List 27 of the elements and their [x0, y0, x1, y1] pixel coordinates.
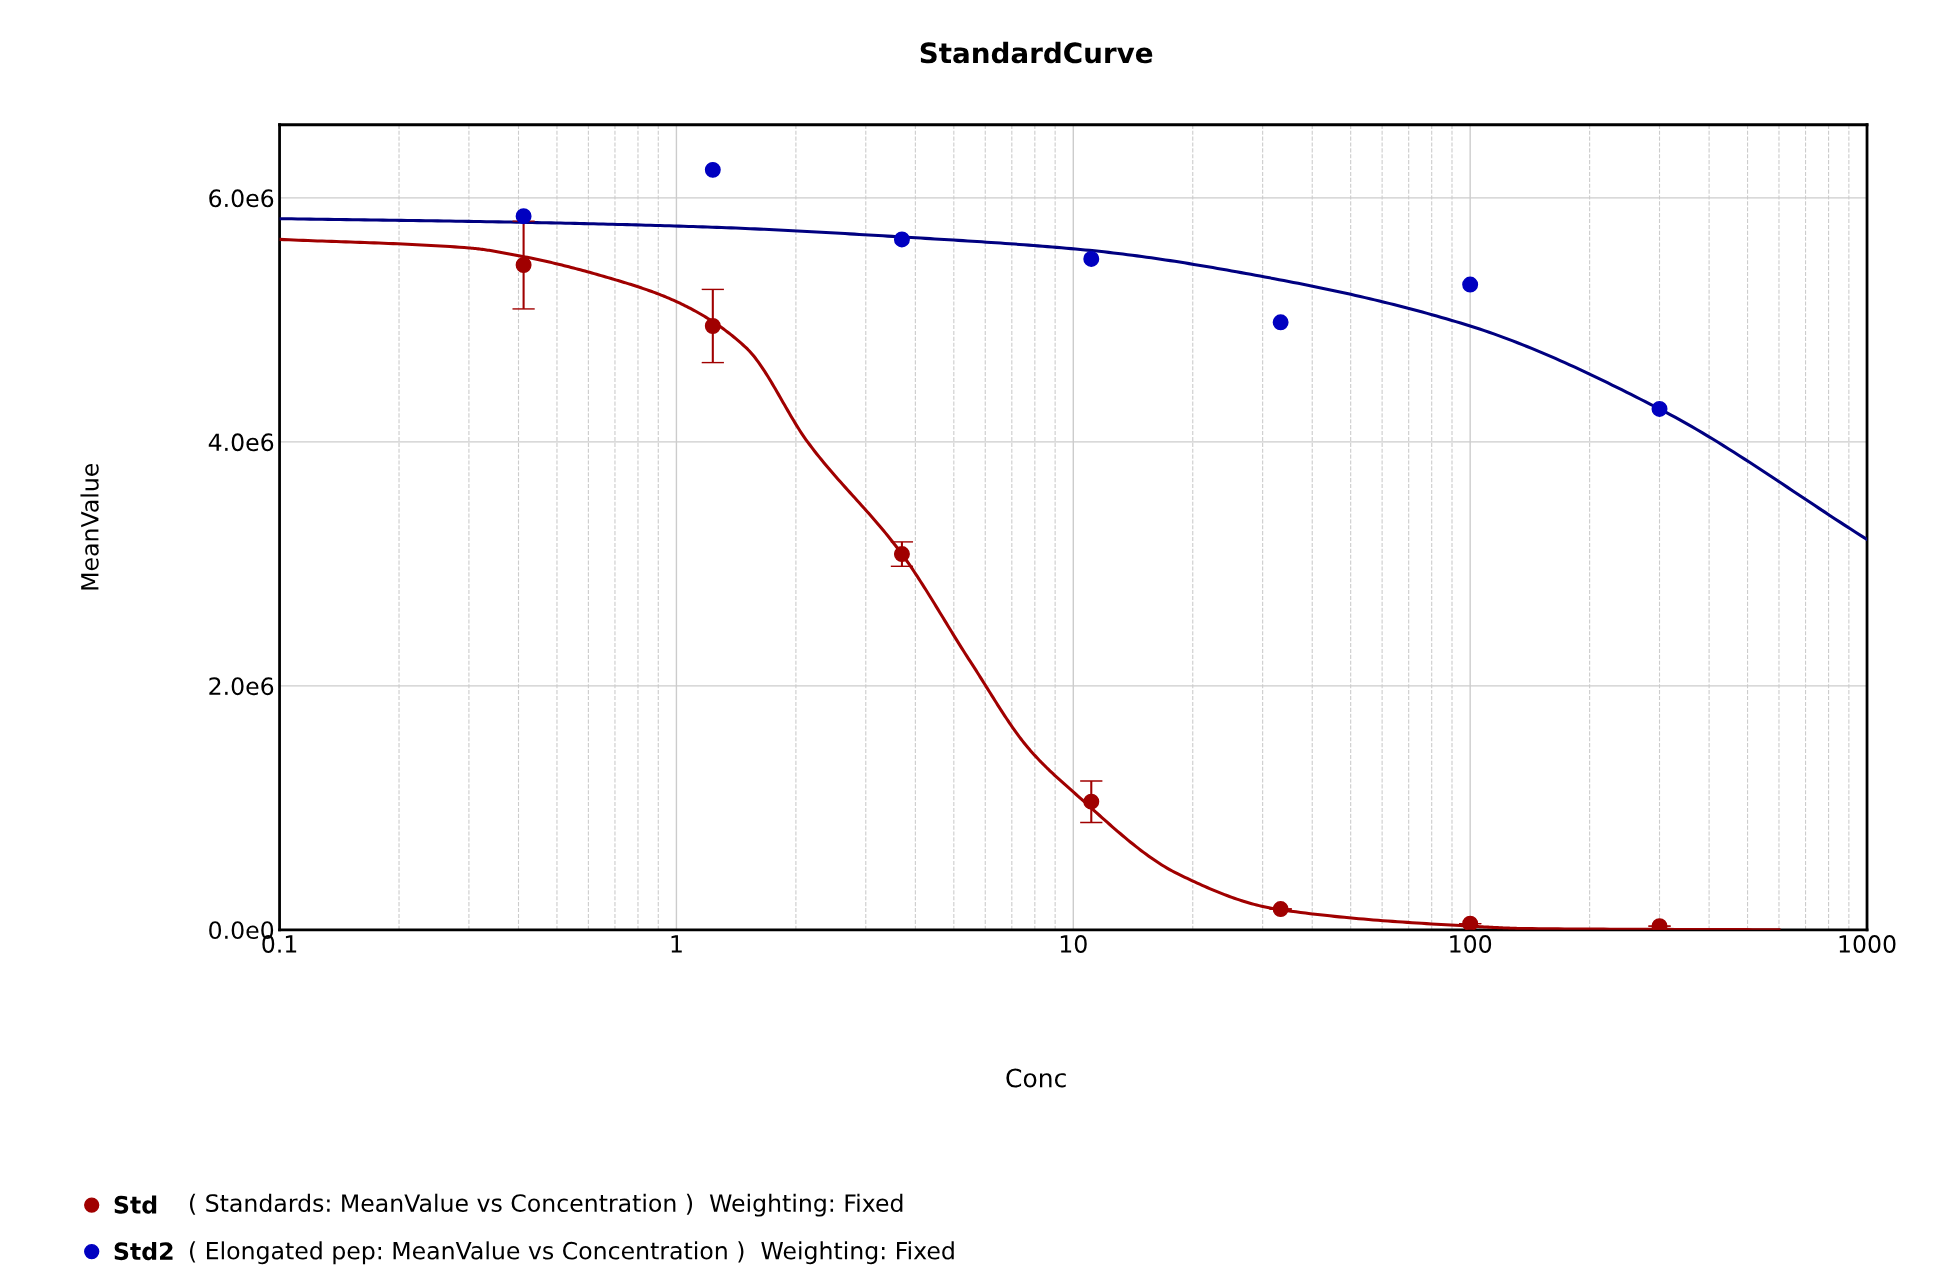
point [1462, 915, 1479, 930]
point [1272, 901, 1289, 918]
point [704, 318, 721, 334]
legend-label: Std2 [114, 1241, 173, 1261]
x-tick-label: 1000 [1839, 935, 1896, 953]
y-axis-title: MeanValue [80, 463, 99, 590]
text: ( Standards: MeanValue vs Concentration ) Weighting: Fixed [189, 1193, 903, 1217]
legend-label: Std [114, 1195, 157, 1214]
point [1272, 314, 1289, 331]
y-tick-label: 4.0e6 [208, 433, 274, 452]
x-tick-label: 10 [1060, 935, 1087, 953]
point [704, 161, 721, 178]
point [1651, 400, 1668, 417]
text: ( Elongated pep: MeanValue vs Concentration ) Weighting: Fixed [189, 1241, 954, 1265]
point [515, 208, 532, 225]
point [1462, 276, 1479, 293]
y-tick-label: 6.0e6 [209, 189, 274, 208]
point [515, 257, 532, 273]
y-tick-label: 2.0e6 [209, 677, 274, 696]
x-axis-title: Conc [1006, 1068, 1066, 1088]
x-tick-label: 100 [1450, 935, 1492, 953]
chart-title: StandardCurve [920, 41, 1153, 64]
point [1083, 793, 1100, 810]
point [893, 231, 910, 248]
point [1083, 250, 1100, 267]
x-tick-label: 1 [671, 935, 682, 953]
point [893, 546, 910, 563]
